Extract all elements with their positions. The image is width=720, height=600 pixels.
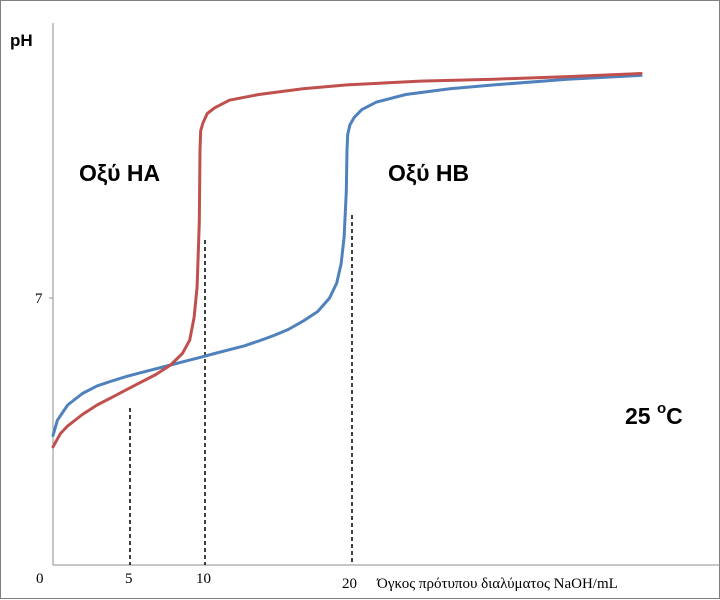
x-axis-label: Όγκος πρότυπου διαλύματος NaOH/mL bbox=[376, 576, 618, 592]
series-hb-label: Οξύ ΗΒ bbox=[388, 160, 469, 186]
series-ha-label: Οξύ ΗΑ bbox=[79, 160, 160, 186]
temperature-unit-superscript: o bbox=[657, 400, 666, 417]
temperature-label: 25 oC bbox=[625, 400, 683, 429]
y-tick-7: 7 bbox=[35, 291, 43, 307]
x-tick-5: 5 bbox=[125, 571, 133, 587]
y-axis-label: pH bbox=[10, 31, 33, 50]
series-hb-line bbox=[51, 73, 643, 437]
x-tick-10: 10 bbox=[196, 571, 211, 587]
temperature-value: 25 bbox=[625, 403, 657, 429]
series-ha-line bbox=[51, 72, 643, 449]
x-tick-20: 20 bbox=[342, 576, 357, 592]
temperature-unit: C bbox=[666, 403, 683, 429]
x-tick-0: 0 bbox=[36, 571, 44, 587]
